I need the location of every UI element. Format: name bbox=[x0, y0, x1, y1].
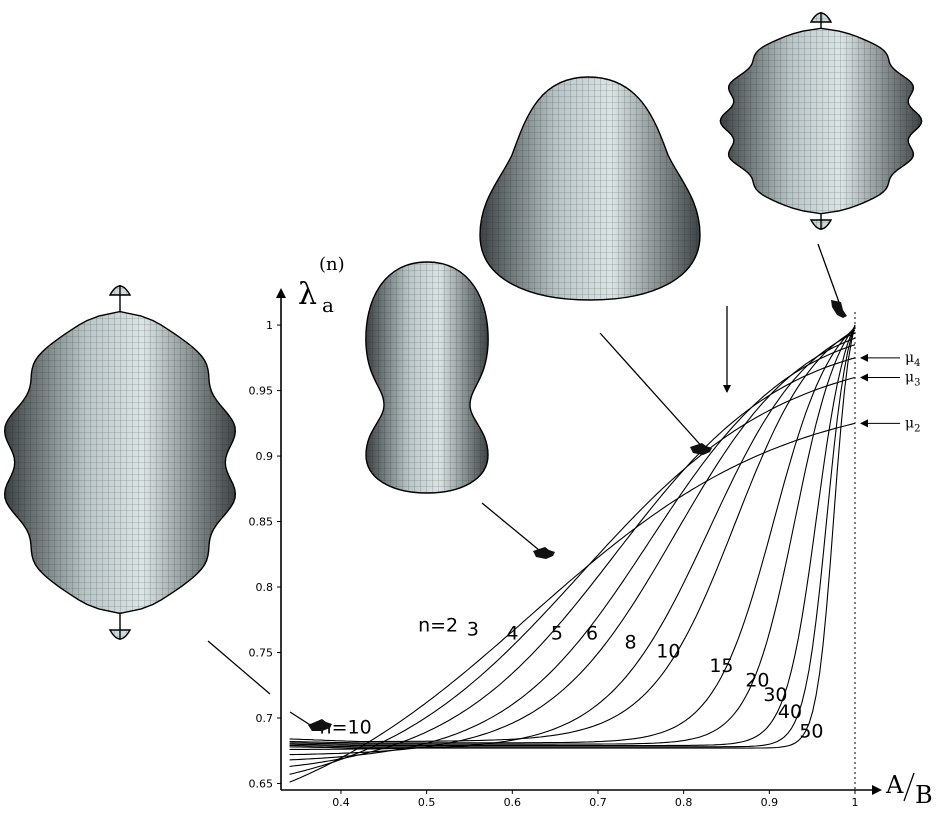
series-line-n2 bbox=[289, 422, 856, 783]
series-label-n5: 5 bbox=[551, 622, 563, 644]
y-axis-title: λ a (n) bbox=[298, 254, 345, 317]
pointer-hand-icons bbox=[308, 300, 847, 731]
pointer-line-top-right bbox=[817, 243, 841, 306]
pointer-line-peanut bbox=[481, 502, 546, 556]
pointer-line-left bbox=[207, 640, 271, 695]
x-tick-label: 0.5 bbox=[418, 796, 436, 809]
series-line-n6 bbox=[289, 337, 856, 756]
y-axis-title-main: λ bbox=[298, 277, 317, 312]
pointing-hand-icon bbox=[831, 300, 847, 318]
axes bbox=[276, 288, 882, 795]
series-label-n8: 8 bbox=[625, 632, 637, 654]
y-tick-label: 0.75 bbox=[249, 646, 274, 659]
series-curves bbox=[289, 324, 856, 783]
y-tick-label: 0.9 bbox=[256, 450, 274, 463]
y-tick-label: 0.85 bbox=[249, 516, 274, 529]
x-tick-label: 0.4 bbox=[332, 796, 350, 809]
x-tick-label: 0.6 bbox=[504, 796, 522, 809]
x-axis-title-den: B bbox=[915, 781, 933, 809]
bell-shape-icon bbox=[479, 76, 701, 301]
series-line-n30 bbox=[289, 324, 856, 747]
y-tick-label: 1 bbox=[266, 319, 273, 332]
series-label-n50: 50 bbox=[799, 721, 823, 743]
pointing-hand-icon bbox=[533, 547, 555, 559]
spiky-shape-top-right-icon bbox=[719, 12, 923, 230]
pointing-hand-icon bbox=[308, 719, 332, 731]
x-tick-label: 0.8 bbox=[675, 796, 693, 809]
left-label-n10: n=10 bbox=[320, 717, 372, 739]
series-line-n20 bbox=[289, 326, 856, 745]
series-label-n40: 40 bbox=[778, 701, 802, 723]
series-label-n30: 30 bbox=[763, 684, 787, 706]
series-line-n15 bbox=[289, 327, 856, 744]
series-label-n4: 4 bbox=[506, 622, 518, 644]
series-label-n2: n=2 bbox=[418, 615, 458, 637]
axis-ticks: 0.4 0.5 0.6 0.7 0.8 0.9 1 0.65 0.7 0.75 0.8 0.85 0.9… bbox=[249, 319, 859, 809]
mu-label: μ4 bbox=[905, 350, 920, 369]
series-label-n6: 6 bbox=[586, 622, 598, 644]
series-label-n3: 3 bbox=[467, 618, 479, 640]
y-tick-label: 0.95 bbox=[249, 385, 274, 398]
y-axis-title-sub: a bbox=[322, 293, 334, 317]
series-label-n20: 20 bbox=[745, 670, 769, 692]
pointer-line-bell bbox=[599, 332, 706, 451]
series-line-n40 bbox=[289, 324, 856, 748]
spiky-shape-left-icon bbox=[3, 285, 237, 640]
y-axis-title-sup: (n) bbox=[319, 254, 345, 275]
series-line-n8 bbox=[289, 332, 856, 750]
series-line-n10 bbox=[289, 329, 856, 743]
y-tick-label: 0.7 bbox=[256, 712, 274, 725]
peanut-shape-icon bbox=[365, 261, 489, 494]
pointer-lines bbox=[207, 243, 841, 731]
y-tick-label: 0.8 bbox=[256, 581, 274, 594]
x-tick-label: 0.7 bbox=[589, 796, 607, 809]
mu-label: μ2 bbox=[905, 415, 920, 434]
series-line-n50 bbox=[289, 324, 856, 749]
x-axis-title: A B bbox=[885, 771, 933, 809]
x-axis-title-num: A bbox=[885, 771, 904, 799]
series-label-n15: 15 bbox=[709, 655, 733, 677]
series-line-n5 bbox=[289, 344, 856, 761]
mu-label: μ3 bbox=[905, 369, 920, 388]
pointing-hand-icon bbox=[690, 443, 712, 455]
x-tick-label: 0.9 bbox=[761, 796, 779, 809]
shapes-layer bbox=[3, 12, 923, 640]
series-label-n10: 10 bbox=[656, 641, 680, 663]
y-tick-label: 0.65 bbox=[249, 777, 274, 790]
x-tick-label: 1 bbox=[852, 796, 859, 809]
